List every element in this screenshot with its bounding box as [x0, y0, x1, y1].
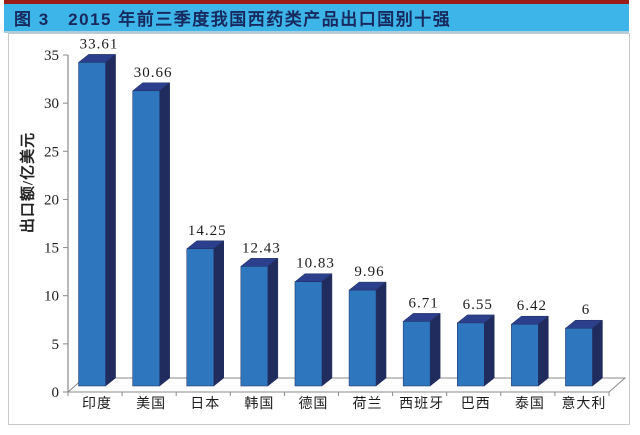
bar-value-label-4: 10.83: [296, 256, 335, 272]
category-label-3: 韩国: [244, 396, 274, 412]
bar-2: [186, 248, 214, 387]
y-tick-label-2: 10: [44, 289, 59, 305]
title-banner: 图 3 2015 年前三季度我国西药类产品出口国别十强: [4, 4, 629, 33]
y-tick-label-1: 5: [52, 337, 60, 353]
y-tick-label-6: 30: [44, 96, 59, 112]
chart-panel: 出口额/亿美元 0 5 10 15 20 25 30 35 33.61 印度 30.66 美国 14.2…: [8, 33, 630, 425]
bar-7: [457, 322, 485, 387]
bar-side-7: [484, 314, 495, 387]
y-tick-label-3: 15: [44, 241, 59, 257]
bar-side-6: [429, 312, 441, 387]
category-label-8: 泰国: [515, 396, 545, 412]
category-label-0: 印度: [82, 396, 112, 412]
bar-value-label-1: 30.66: [134, 65, 173, 81]
category-label-9: 意大利: [561, 395, 606, 412]
bar-value-label-0: 33.61: [80, 36, 119, 52]
y-tick-label-7: 35: [44, 48, 59, 64]
category-label-4: 德国: [298, 396, 328, 412]
bar-5: [348, 289, 377, 387]
bar-value-label-8: 6.42: [517, 298, 547, 314]
category-label-5: 荷兰: [353, 396, 383, 412]
category-label-2: 日本: [190, 396, 220, 412]
bar-value-label-3: 12.43: [242, 240, 281, 256]
category-label-1: 美国: [136, 396, 166, 412]
figure-title: 图 3 2015 年前三季度我国西药类产品出口国别十强: [14, 10, 452, 29]
y-tick-label-4: 20: [44, 192, 59, 208]
category-label-7: 巴西: [461, 397, 491, 412]
bar-8: [511, 323, 539, 387]
bar-side-0: [105, 53, 116, 387]
bar-9: [565, 327, 593, 387]
bar-side-5: [375, 281, 387, 387]
header-top-rule: [4, 0, 629, 4]
bar-chart: 0 5 10 15 20 25 30 35 33.61 印度 30.66 美国 14.25 日本 12.43…: [44, 36, 627, 412]
y-tick-label-0: 0: [52, 385, 60, 401]
bar-side-1: [159, 82, 170, 387]
bar-value-label-7: 6.55: [463, 297, 493, 313]
category-label-6: 西班牙: [399, 396, 444, 412]
bar-3: [240, 266, 269, 387]
bar-value-label-2: 14.25: [188, 223, 227, 239]
bar-4: [294, 281, 323, 387]
bar-side-2: [213, 240, 224, 387]
bar-side-4: [321, 273, 333, 387]
bar-value-label-5: 9.96: [354, 264, 384, 280]
bar-value-label-6: 6.71: [409, 295, 439, 311]
bar-value-label-9: 6: [582, 302, 591, 318]
bar-0: [78, 62, 106, 387]
bar-side-9: [592, 319, 603, 387]
y-tick-label-5: 25: [44, 144, 59, 160]
bar-side-8: [538, 315, 549, 387]
bar-1: [132, 90, 160, 387]
bar-side-3: [267, 257, 279, 387]
bar-6: [402, 321, 431, 387]
